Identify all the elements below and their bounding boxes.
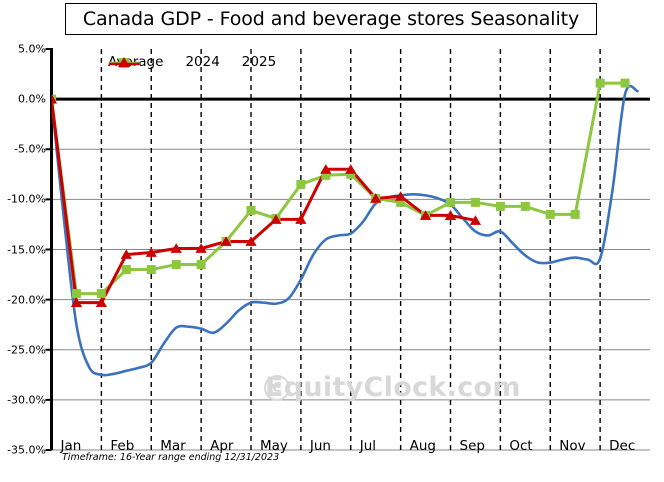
y-axis-tick-label: 0.0% [18,92,46,106]
x-axis-tick-label: Apr [210,438,234,454]
x-axis-tick-label: Dec [609,438,636,454]
x-axis-tick-label: Mar [160,438,186,454]
chart-legend: Average 2024 2025 [108,54,276,70]
y-axis-tick-label: -5.0% [14,142,46,156]
x-axis-tick-label: Oct [509,438,533,454]
y-axis-tick-label: -15.0% [7,243,46,256]
x-axis-tick-label: Nov [559,438,586,454]
y-axis-tick-label: -35.0% [7,443,46,457]
y-axis-tick-label: 5.0% [18,42,46,56]
x-axis-tick-label: Jul [359,438,377,454]
x-axis-tick-label: Feb [110,438,135,454]
legend-label-2024: 2024 [185,54,220,70]
x-axis-tick-label: Jun [309,438,331,454]
x-axis-tick-label: Sep [459,438,485,454]
x-axis-tick-label: May [260,438,288,454]
y-axis-tick-label: -30.0% [7,393,46,407]
x-axis-tick-label: Aug [409,438,436,454]
y-axis-tick-label: -20.0% [7,293,46,307]
legend-swatch-2025-icon [109,57,139,67]
y-axis-tick-label: -25.0% [7,343,46,357]
page-title: Canada GDP - Food and beverage stores Se… [82,8,580,30]
x-axis-tick-label: Jan [60,438,82,454]
chart-title-box: Canada GDP - Food and beverage stores Se… [65,3,597,35]
chart-footnote: Timeframe: 16-Year range ending 12/31/20… [62,452,280,463]
y-axis-tick-label: -10.0% [7,192,46,206]
